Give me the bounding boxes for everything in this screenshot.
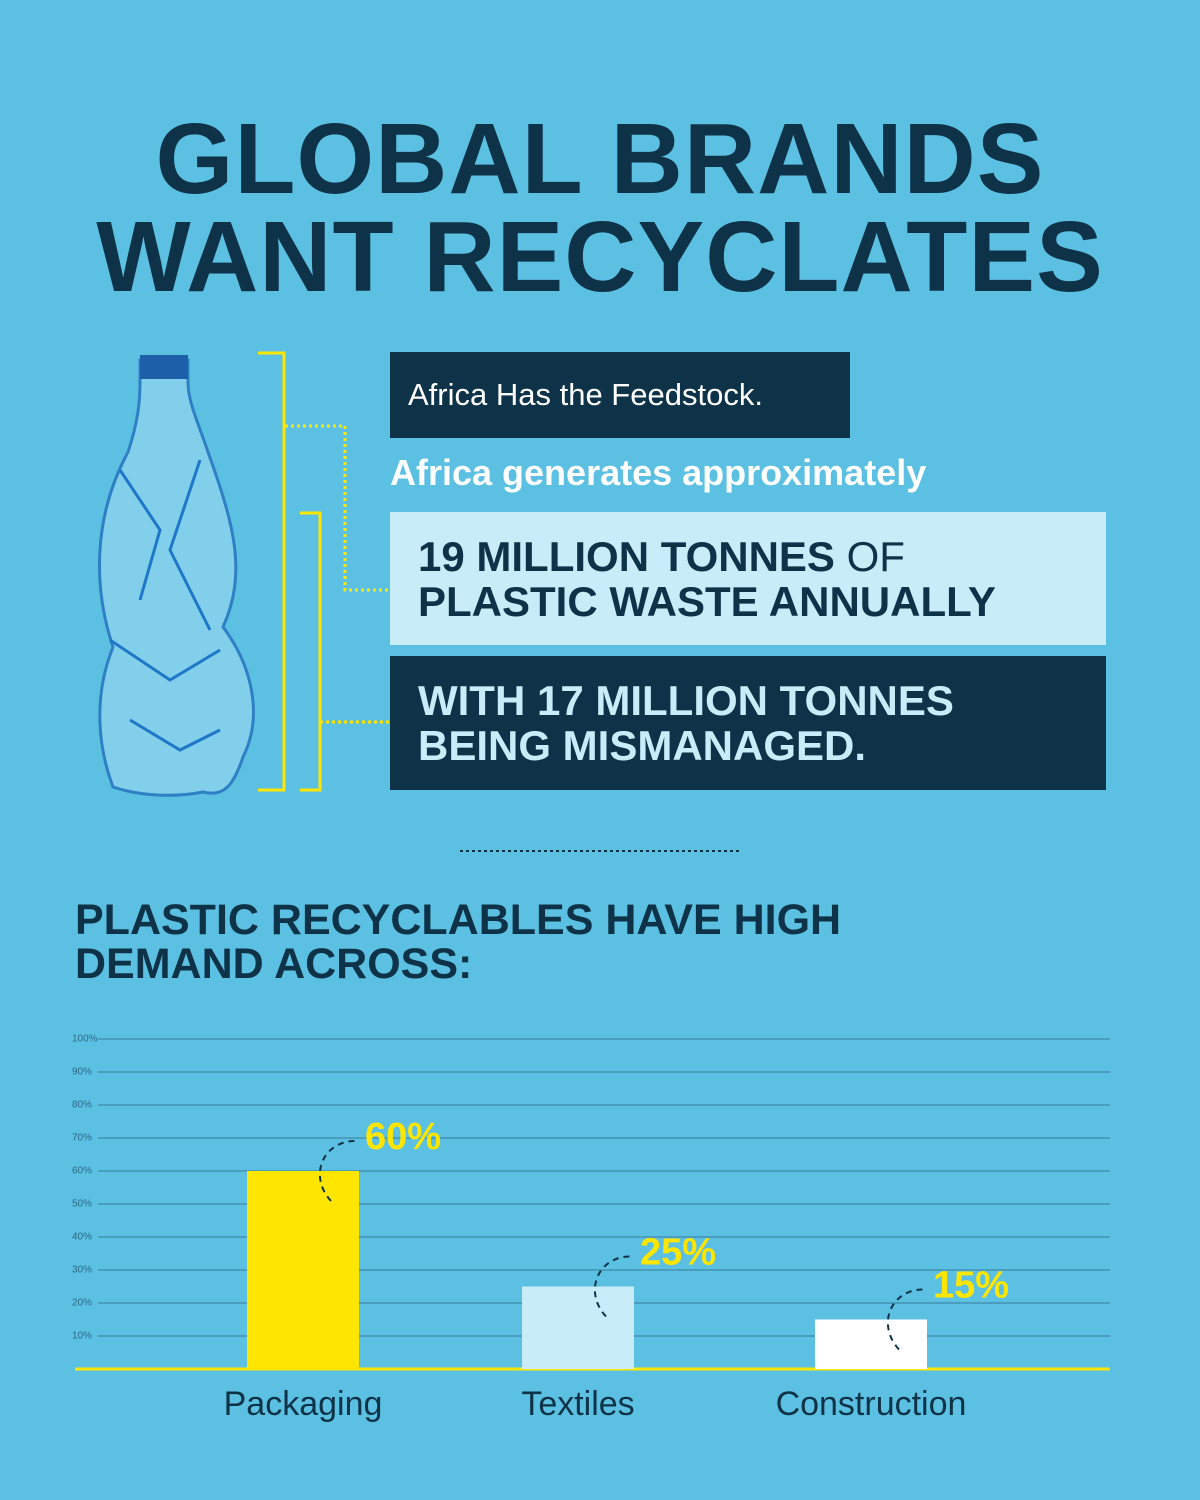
y-tick-label: 60% bbox=[72, 1166, 92, 1177]
value-label: 25% bbox=[640, 1232, 716, 1274]
y-tick-label: 30% bbox=[72, 1265, 92, 1276]
bottle bbox=[98, 355, 255, 797]
brackets bbox=[258, 351, 390, 792]
bar bbox=[247, 1171, 359, 1369]
y-tick-label: 50% bbox=[72, 1199, 92, 1210]
value-label: 15% bbox=[933, 1265, 1009, 1307]
x-tick-label: Packaging bbox=[224, 1385, 383, 1423]
y-tick-label: 20% bbox=[72, 1298, 92, 1309]
x-tick-label: Construction bbox=[776, 1385, 967, 1423]
y-tick-label: 40% bbox=[72, 1232, 92, 1243]
bar bbox=[815, 1319, 927, 1369]
feedstock-label: Africa Has the Feedstock. bbox=[390, 352, 850, 438]
value-label: 60% bbox=[365, 1116, 441, 1158]
page-title: GLOBAL BRANDS WANT RECYCLATES bbox=[96, 103, 1104, 313]
stat-of: OF bbox=[846, 533, 905, 580]
stat-rest: PLASTIC WASTE ANNUALLY bbox=[418, 578, 996, 625]
y-tick-label: 100% bbox=[72, 1034, 98, 1045]
stat-lead: 19 MILLION TONNES bbox=[418, 533, 835, 580]
stat-box: WITH 17 MILLION TONNES BEING MISMANAGED. bbox=[390, 656, 1106, 790]
y-tick-label: 90% bbox=[72, 1067, 92, 1078]
chart-title: PLASTIC RECYCLABLES HAVE HIGH DEMAND ACR… bbox=[75, 896, 842, 988]
x-tick-label: Textiles bbox=[521, 1385, 634, 1423]
stat-line: WITH 17 MILLION TONNES bbox=[418, 677, 954, 724]
intro: Africa generates approximately bbox=[390, 452, 927, 493]
stat-box: 19 MILLION TONNES OF PLASTIC WASTE ANNUAL… bbox=[390, 512, 1106, 645]
y-tick-label: 10% bbox=[72, 1331, 92, 1342]
stat-line: BEING MISMANAGED. bbox=[418, 722, 867, 769]
y-tick-label: 80% bbox=[72, 1100, 92, 1111]
y-tick-label: 70% bbox=[72, 1133, 92, 1144]
bar bbox=[522, 1286, 634, 1369]
